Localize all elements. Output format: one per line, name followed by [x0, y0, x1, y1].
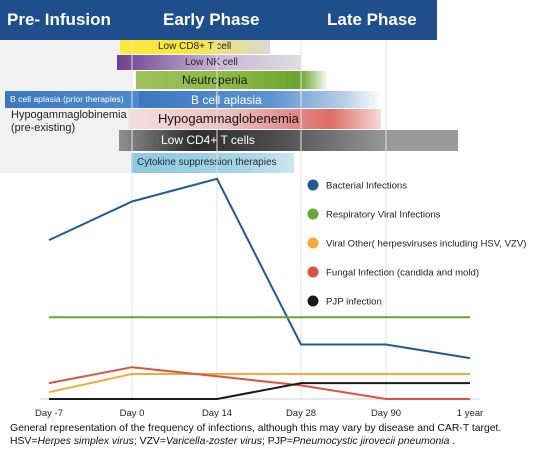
deficit-hypogamma-preexisting: Hypogammaglobinemia (pre-existing): [11, 109, 127, 134]
series-line-4: [48, 366, 470, 400]
footnote-line1: General representation of the frequency …: [10, 423, 502, 434]
legend-label: Viral Other( herpesviruses including HSV…: [326, 239, 527, 250]
legend-label: Respiratory Viral Infections: [326, 210, 441, 221]
footnote-line2: HSV=Herpes simplex virus; VZV=Varicella-…: [10, 435, 456, 447]
deficit-cytokine-suppression: Cytokine suppression therapies: [131, 153, 294, 173]
phase-late: Late Phase: [327, 10, 417, 29]
legend-marker: [307, 295, 319, 307]
x-tick-label: Day -7: [35, 408, 63, 419]
legend-marker: [307, 237, 319, 249]
legend-marker: [307, 179, 319, 191]
legend-label: Fungal Infection (candida and mold): [326, 268, 479, 279]
deficit-low-cd4: Low CD4+ T cells: [119, 130, 458, 151]
deficit-hypogamma: Hypogammaglobenemia: [128, 109, 381, 129]
x-tick-label: Day 90: [371, 408, 401, 419]
phase-pre-infusion: Pre- Infusion: [7, 10, 111, 29]
deficit-low-nk: Low NK cell: [117, 55, 301, 70]
x-tick-label: Day 28: [286, 408, 316, 419]
legend-label: Bacterial Infections: [326, 181, 407, 192]
legend-marker: [307, 208, 319, 220]
x-tick-label: 1 year: [457, 408, 483, 419]
series-line-5: [49, 382, 470, 400]
x-tick-label: Day 0: [120, 408, 145, 419]
deficit-b-cell-aplasia: B cell aplasia: [139, 91, 381, 108]
series-line-3: [48, 373, 470, 394]
legend-marker: [307, 266, 319, 278]
deficit-neutropenia: Neutropenia: [136, 71, 329, 89]
legend-label: PJP infection: [326, 297, 382, 308]
series-line-1: [48, 177, 471, 360]
deficit-low-cd8: Low CD8+ T cell: [120, 40, 270, 54]
phase-header: [0, 0, 437, 40]
footnote: General representation of the frequency …: [10, 423, 545, 448]
deficit-b-cell-prior: B cell aplasia (prior therapies): [5, 91, 143, 108]
phase-early: Early Phase: [163, 10, 260, 29]
x-tick-label: Day 14: [202, 408, 232, 419]
